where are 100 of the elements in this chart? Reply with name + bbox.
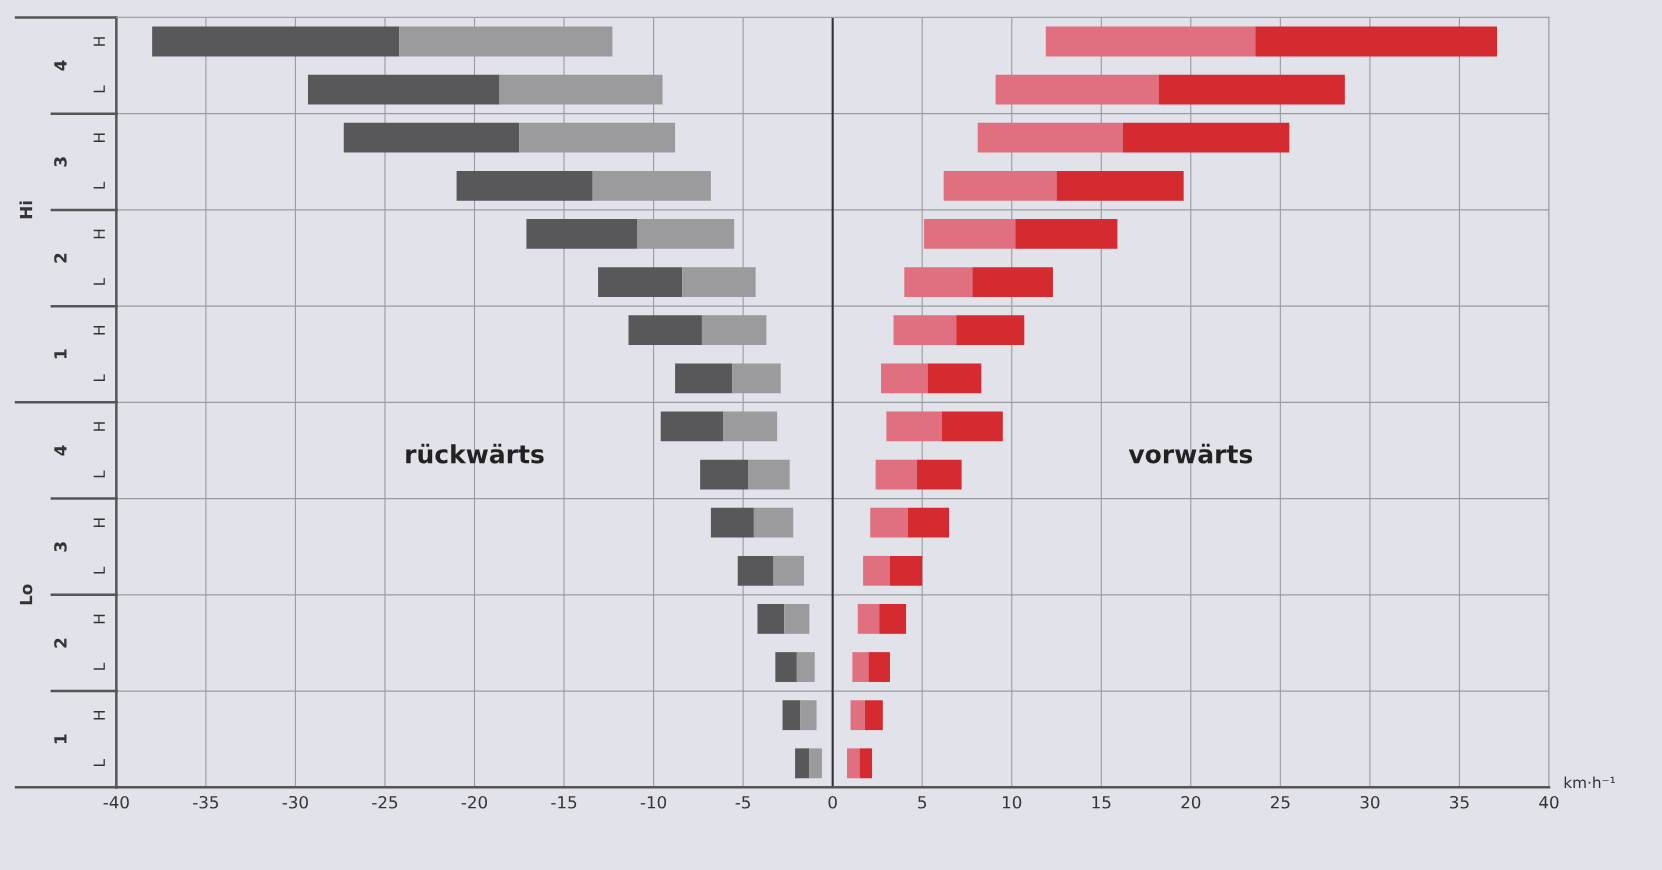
y-tick-label: L — [93, 470, 105, 478]
bar — [956, 315, 1025, 346]
bar — [809, 748, 822, 779]
bar — [775, 652, 797, 682]
bar — [1255, 26, 1498, 57]
y-tick-label: H — [93, 422, 105, 431]
bar — [879, 604, 907, 634]
text: 1 — [54, 734, 67, 744]
bar — [782, 700, 801, 731]
bar — [628, 315, 702, 346]
bar — [800, 700, 817, 731]
x-tick-label: 5 — [918, 796, 927, 809]
bar — [850, 700, 865, 731]
bar — [868, 652, 890, 682]
bar — [456, 170, 593, 201]
bar — [1122, 122, 1290, 153]
y-tick-label: L — [93, 374, 105, 382]
bar — [795, 748, 810, 779]
annotation: vorwärts — [1128, 443, 1253, 464]
y-tick-label: H — [93, 229, 105, 239]
x-tick-label: -10 — [640, 795, 667, 809]
bar — [700, 459, 749, 490]
bar — [152, 26, 400, 57]
bar — [941, 411, 1003, 442]
x-tick-label: -30 — [282, 795, 308, 809]
x-tick-label: 20 — [1181, 795, 1201, 809]
text: 3 — [54, 542, 67, 552]
y-tick-label: L — [93, 85, 105, 93]
annotation: rückwärts — [406, 443, 544, 464]
bar — [875, 459, 917, 490]
bar — [598, 267, 683, 297]
text: 4 — [54, 60, 67, 71]
y-tick-label: L — [93, 566, 105, 574]
bar — [796, 652, 815, 682]
bar — [737, 555, 774, 586]
bar — [870, 507, 908, 538]
bar — [881, 363, 928, 394]
bar — [863, 555, 890, 586]
bar — [864, 700, 883, 731]
bar — [660, 411, 724, 442]
bar — [904, 267, 973, 297]
bar — [748, 459, 790, 490]
bar — [995, 74, 1159, 105]
text: 3 — [54, 157, 67, 167]
bar — [757, 604, 785, 634]
y-tick-label: L — [93, 759, 105, 767]
bar — [857, 604, 880, 634]
y-tick-label: H — [93, 614, 105, 624]
bar — [859, 748, 873, 779]
x-tick-label: 40 — [1539, 795, 1559, 809]
y-tick-label: H — [93, 133, 105, 142]
bar — [307, 74, 500, 105]
x-tick-label: 0 — [828, 795, 837, 809]
bar — [916, 459, 962, 490]
y-tick-label: H — [93, 710, 105, 720]
x-axis-title: km·h⁻¹ — [1564, 776, 1615, 789]
bar — [852, 652, 869, 682]
bar — [923, 219, 1016, 249]
bar — [1158, 74, 1345, 105]
bar — [1015, 219, 1118, 249]
text: 2 — [54, 253, 67, 263]
text: 2 — [54, 638, 67, 648]
bar — [977, 122, 1123, 153]
text: 1 — [54, 349, 67, 359]
x-tick-label: 10 — [1002, 795, 1022, 809]
bar — [907, 507, 950, 538]
bar — [753, 507, 794, 538]
bar — [1045, 26, 1256, 57]
bar — [927, 363, 982, 394]
bar — [773, 555, 805, 586]
x-tick-label: 30 — [1360, 795, 1380, 809]
y-tick-label: L — [93, 181, 105, 189]
y-tick-label: L — [93, 277, 105, 285]
x-tick-label: 35 — [1450, 795, 1469, 809]
text: Lo — [19, 584, 33, 605]
bar — [972, 267, 1053, 297]
bar — [343, 122, 520, 153]
bar — [943, 170, 1057, 201]
y-tick-label: L — [93, 662, 105, 670]
x-tick-label: -20 — [461, 795, 488, 809]
x-tick-label: 15 — [1092, 796, 1111, 809]
x-tick-label: -40 — [103, 795, 129, 809]
x-tick-label: -15 — [551, 796, 577, 809]
y-tick-label: H — [93, 325, 105, 335]
bar — [893, 315, 957, 346]
text: Hi — [19, 201, 33, 219]
bar — [710, 507, 754, 538]
x-tick-label: -35 — [193, 795, 219, 809]
bar — [886, 411, 942, 442]
x-tick-label: -5 — [735, 796, 750, 809]
bar — [675, 363, 733, 394]
y-tick-label: H — [93, 518, 105, 527]
bar — [846, 748, 860, 779]
bar — [526, 219, 638, 249]
text: 4 — [54, 445, 67, 456]
x-tick-label: 25 — [1270, 795, 1290, 809]
bar — [784, 604, 810, 634]
y-tick-label: H — [93, 37, 105, 46]
bar — [889, 555, 923, 586]
bar — [1056, 170, 1184, 201]
